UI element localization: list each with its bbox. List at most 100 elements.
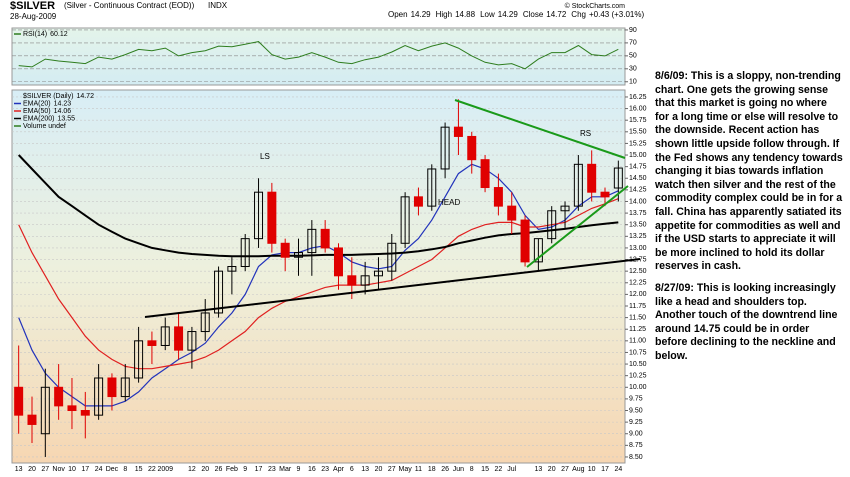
y-tick-label: 16.00 <box>629 105 647 112</box>
candle-body <box>27 414 37 425</box>
y-tick-label: 13.00 <box>629 245 647 252</box>
candle-body <box>520 219 530 263</box>
legend-entry: EMA(50) 14.06 <box>23 108 71 115</box>
candle-body <box>453 126 463 137</box>
candle-body <box>240 238 250 268</box>
x-tick-label: 20 <box>28 466 36 473</box>
x-tick-label: 26 <box>441 466 449 473</box>
rsi-line <box>18 41 619 70</box>
candle-body <box>134 340 144 379</box>
x-tick-label: 11 <box>415 466 422 473</box>
candle-body <box>294 252 304 258</box>
quote-value: +0.43 (+3.01%) <box>589 10 644 19</box>
x-tick-label: Jun <box>453 466 464 473</box>
y-tick-label: 9.25 <box>629 419 643 426</box>
x-tick-label: 12 <box>188 466 196 473</box>
candle-body <box>347 275 357 286</box>
y-tick-label: 9.50 <box>629 407 643 414</box>
x-tick-label: 16 <box>308 466 316 473</box>
comment: 8/6/09: This is a sloppy, non-trending c… <box>655 70 843 273</box>
x-tick-label: 20 <box>201 466 209 473</box>
candle-body <box>480 159 490 189</box>
quote: Open 14.29 High 14.88 Low 14.29 Close 14.72 Chg +… <box>388 10 644 19</box>
y-tick-label: 13.75 <box>629 210 647 217</box>
candle-body <box>600 191 610 198</box>
downtrend-line <box>454 99 626 159</box>
x-tick-label: 15 <box>481 466 489 473</box>
x-tick-label: 13 <box>534 466 542 473</box>
x-tick-label: 17 <box>601 466 609 473</box>
x-tick-label: Mar <box>279 466 292 473</box>
x-tick-label: 13 <box>15 466 23 473</box>
legend-text: 13.55 <box>58 115 76 122</box>
legend-entry: RSI(14) 60.12 <box>23 31 68 38</box>
candle-body <box>280 242 290 258</box>
legend-text: RSI(14) <box>23 31 47 38</box>
candle-body <box>360 275 370 286</box>
candle-body <box>400 196 410 244</box>
candle-body <box>307 228 317 254</box>
y-tick-label: 70 <box>629 40 637 47</box>
candle-body <box>587 163 597 193</box>
y-tick-label: 8.75 <box>629 442 643 449</box>
y-tick-label: 15.50 <box>629 129 647 136</box>
candle-body <box>267 191 277 244</box>
annotation: RS <box>580 129 591 138</box>
candle-body <box>427 168 437 207</box>
candle-body <box>533 238 543 263</box>
candle-body <box>80 410 90 416</box>
legend-text: EMA(50) <box>23 108 51 115</box>
quote-label: Close <box>523 10 544 19</box>
x-tick-label: 18 <box>428 466 436 473</box>
candle-body <box>40 386 50 435</box>
x-tick-label: 27 <box>41 466 49 473</box>
x-tick-label: Aug <box>572 466 585 473</box>
candle-body <box>387 242 397 272</box>
annotation: HEAD <box>438 198 460 207</box>
x-tick-label: 22 <box>148 466 156 473</box>
y-tick-label: 10.25 <box>629 373 647 380</box>
x-tick-label: Apr <box>333 466 345 473</box>
legend-text: 14.06 <box>54 108 72 115</box>
x-tick-label: 8 <box>123 466 127 473</box>
x-tick-label: 10 <box>588 466 596 473</box>
y-tick-label: 13.50 <box>629 222 647 229</box>
candle-body <box>493 187 503 207</box>
y-tick-label: 14.00 <box>629 198 647 205</box>
candle-body <box>107 377 117 398</box>
y-tick-label: 12.00 <box>629 291 647 298</box>
candle-body <box>467 135 477 161</box>
x-tick-label: 17 <box>81 466 89 473</box>
quote-value: 14.88 <box>455 10 476 19</box>
candle-body <box>200 312 210 333</box>
y-tick-label: 90 <box>629 27 637 34</box>
x-tick-label: 15 <box>135 466 143 473</box>
y-tick-label: 11.75 <box>629 303 646 310</box>
ema-line <box>18 163 619 407</box>
x-tick-label: 22 <box>495 466 503 473</box>
candle-body <box>573 163 583 207</box>
candle-body <box>613 167 623 189</box>
credit: © StockCharts.com <box>565 2 626 10</box>
x-tick-label: 2009 <box>157 466 173 473</box>
y-tick-label: 12.25 <box>629 280 647 287</box>
x-tick-label: Jul <box>507 466 516 473</box>
y-tick-label: 15.75 <box>629 117 647 124</box>
x-tick-label: 9 <box>297 466 301 473</box>
quote-label: Chg <box>571 10 586 19</box>
y-tick-label: 8.50 <box>629 454 643 461</box>
candle-body <box>187 331 197 351</box>
candle-body <box>560 205 570 212</box>
legend-entry: EMA(20) 14.23 <box>23 100 71 107</box>
x-tick-label: 20 <box>375 466 383 473</box>
candle-body <box>67 405 77 412</box>
candle-body <box>373 270 383 277</box>
price-panel <box>11 89 626 464</box>
candle-body <box>507 205 517 221</box>
x-tick-label: 8 <box>470 466 474 473</box>
y-tick-label: 13.25 <box>629 233 647 240</box>
candle-body <box>320 228 330 249</box>
x-tick-label: 24 <box>614 466 622 473</box>
y-tick-label: 15.00 <box>629 152 647 159</box>
x-tick-label: 13 <box>361 466 369 473</box>
